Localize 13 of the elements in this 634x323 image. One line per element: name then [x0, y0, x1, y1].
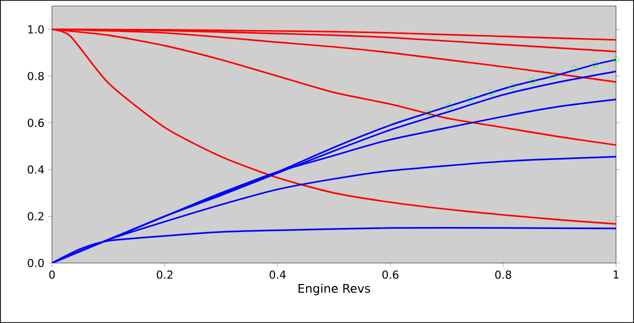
- x-tick-label: 0.2: [156, 270, 172, 279]
- y-tick-label: 0.6: [28, 118, 44, 127]
- x-axis-title: Engine Revs: [298, 284, 370, 296]
- y-tick-label: 0.8: [28, 72, 44, 80]
- x-tick-label: 0.4: [270, 270, 286, 279]
- x-tick-label: 1: [614, 270, 618, 279]
- x-tick-label: 0.8: [495, 270, 512, 279]
- y-tick-label: 1.0: [28, 25, 44, 34]
- y-tick-label: 0.4: [28, 165, 44, 174]
- y-tick-label: 0.2: [28, 212, 44, 220]
- y-tick-label: 0.0: [28, 258, 44, 268]
- x-tick-label: 0.6: [382, 270, 398, 279]
- x-tick-label: 0: [49, 270, 55, 279]
